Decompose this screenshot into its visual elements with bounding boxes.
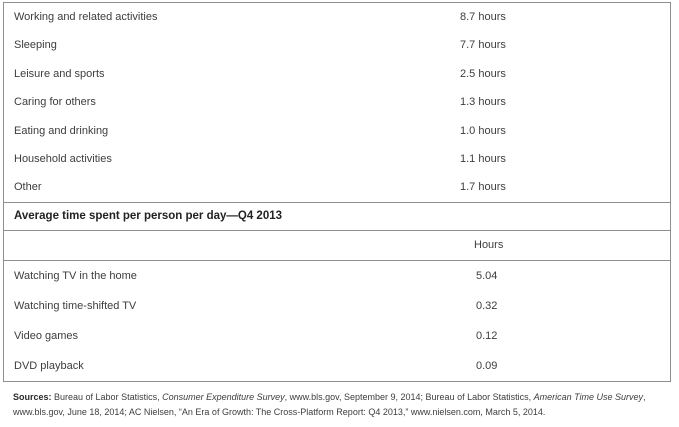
- table-row: Leisure and sports 2.5 hours: [4, 60, 670, 88]
- sources-text: , www.bls.gov, June 18, 2014; AC Nielsen…: [13, 392, 646, 417]
- row-value: 7.7 hours: [460, 39, 506, 52]
- row-value: 1.1 hours: [460, 152, 506, 165]
- row-label: DVD playback: [14, 359, 84, 372]
- table-row: Video games 0.12: [4, 321, 670, 351]
- sources-note: Sources: Bureau of Labor Statistics, Con…: [13, 390, 675, 420]
- sources-text: , www.bls.gov, September 9, 2014; Bureau…: [284, 392, 534, 402]
- row-value: 8.7 hours: [460, 11, 506, 23]
- sources-label: Sources:: [13, 392, 52, 402]
- section-header: Average time spent per person per day—Q4…: [4, 201, 670, 231]
- sources-italic-title: American Time Use Survey: [533, 392, 644, 402]
- table-row: Watching time-shifted TV 0.32: [4, 291, 670, 321]
- row-label: Watching TV in the home: [14, 269, 137, 282]
- row-label: Caring for others: [14, 96, 96, 109]
- table-row: Watching TV in the home 5.04: [4, 261, 670, 291]
- table-row: Sleeping 7.7 hours: [4, 31, 670, 59]
- time-use-table: Working and related activities 8.7 hours…: [3, 2, 671, 382]
- row-value: 2.5 hours: [460, 67, 506, 80]
- table-row: DVD playback 0.09: [4, 351, 670, 381]
- row-label: Eating and drinking: [14, 124, 109, 137]
- table-row: Household activities 1.1 hours: [4, 145, 670, 173]
- row-value: 0.32: [476, 299, 498, 312]
- row-label: Other: [14, 181, 42, 194]
- sources-text: Bureau of Labor Statistics,: [51, 392, 163, 402]
- hours-column-header: Hours: [474, 238, 504, 251]
- row-value: 5.04: [476, 269, 498, 282]
- row-label: Leisure and sports: [14, 67, 105, 80]
- table-row: Eating and drinking 1.0 hours: [4, 117, 670, 145]
- table-row: Working and related activities 8.7 hours: [4, 3, 670, 31]
- sources-italic-title: Consumer Expenditure Survey: [162, 392, 285, 402]
- table-row: Caring for others 1.3 hours: [4, 88, 670, 116]
- row-value: 0.12: [476, 329, 498, 342]
- row-value: 0.09: [476, 359, 498, 372]
- row-value: 1.0 hours: [460, 124, 506, 137]
- row-value: 1.7 hours: [460, 181, 506, 194]
- row-label: Sleeping: [14, 39, 57, 52]
- row-label: Household activities: [14, 152, 112, 165]
- row-value: 1.3 hours: [460, 96, 506, 109]
- table-row: Other 1.7 hours: [4, 173, 670, 201]
- column-header-row: Hours: [4, 231, 670, 261]
- row-label: Watching time-shifted TV: [14, 299, 137, 312]
- row-label: Video games: [14, 329, 79, 342]
- row-label: Working and related activities: [14, 11, 158, 23]
